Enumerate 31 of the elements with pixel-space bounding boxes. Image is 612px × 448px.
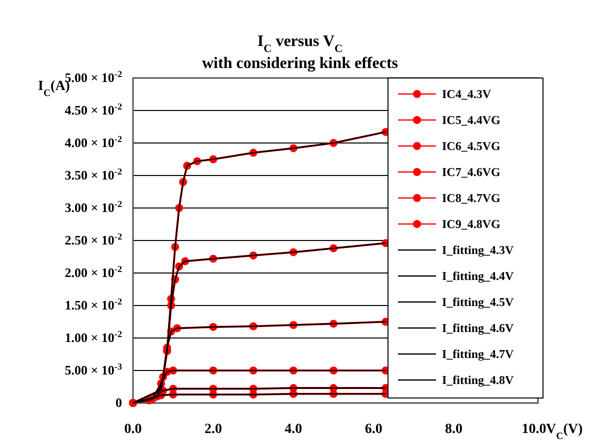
x-tick-label: 2.0	[204, 422, 222, 437]
y-tick-label: 0	[116, 395, 122, 410]
legend-label: I_fitting_4.8V	[442, 373, 514, 387]
legend-label: I_fitting_4.3V	[442, 243, 514, 257]
x-tick-label: 8.0	[445, 422, 463, 437]
x-tick-label: 4.0	[284, 422, 302, 437]
legend-label: IC6_4.5VG	[442, 139, 500, 153]
x-tick-label: 0.0	[124, 422, 142, 437]
legend-label: I_fitting_4.4V	[442, 269, 514, 283]
legend-label: I_fitting_4.5V	[442, 295, 514, 309]
legend-label: I_fitting_4.6V	[442, 321, 514, 335]
y-tick-label: 4.50 × 10$^{-2}$	[64, 102, 122, 118]
legend-label: I_fitting_4.7V	[442, 347, 514, 361]
x-tick-label: 10.0	[522, 422, 546, 437]
y-tick-label: 3.00 × 10$^{-2}$	[64, 199, 122, 215]
y-tick-label: 2.00 × 10$^{-2}$	[64, 264, 122, 280]
y-tick-label: 1.50 × 10$^{-2}$	[64, 296, 122, 312]
chart-subtitle: with considering kink effects	[202, 55, 398, 72]
y-tick-label: 1.00 × 10$^{-2}$	[64, 329, 122, 345]
legend-label: IC7_4.6VG	[442, 165, 500, 179]
x-axis-title: V$_{C}$(V)	[546, 422, 583, 442]
x-tick-label: 6.0	[364, 422, 382, 437]
y-tick-label: 2.50 × 10$^{-2}$	[64, 232, 122, 248]
y-tick-label: 4.00 × 10$^{-2}$	[64, 134, 122, 150]
legend-label: IC8_4.7VG	[442, 191, 500, 205]
legend-label: IC5_4.4VG	[442, 113, 500, 127]
chart-title: I$_{C}$ versus V$_{C}$	[257, 33, 343, 55]
y-tick-label: 5.00 × 10$^{-3}$	[64, 362, 122, 378]
legend-label: IC9_4.8VG	[442, 217, 500, 231]
legend-label: IC4_4.3V	[442, 87, 492, 101]
y-tick-label: 3.50 × 10$^{-2}$	[64, 166, 122, 182]
